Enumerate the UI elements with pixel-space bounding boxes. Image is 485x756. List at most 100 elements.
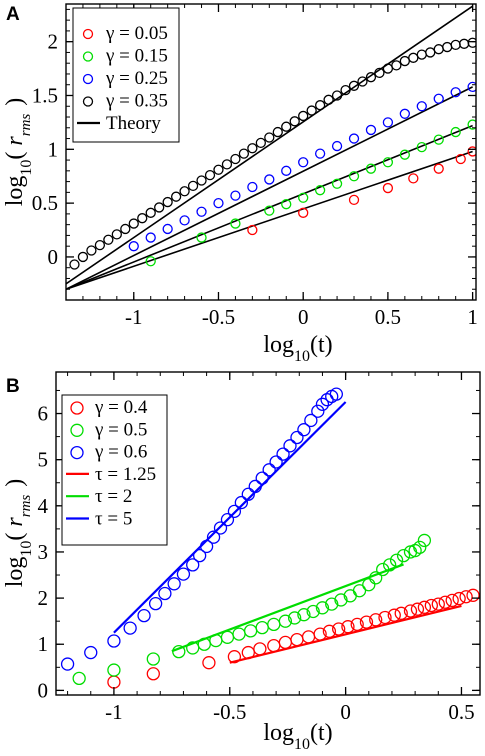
data-point [162,196,173,208]
data-point [227,504,242,519]
data-point [399,108,410,119]
data-point [103,234,114,245]
data-point [128,241,139,252]
data-point [362,578,376,592]
panel-letter: B [6,376,20,397]
data-point [382,157,394,168]
data-point [264,174,275,185]
data-point [243,624,258,638]
data-point [278,635,293,650]
data-point [84,645,98,660]
series-0-25 [128,81,476,252]
data-point [374,67,385,79]
legend-entry-5: τ = 5 [66,509,132,530]
data-point [290,430,304,445]
data-point [315,601,330,615]
data-point [350,617,364,632]
data-point [467,146,476,157]
data-point [107,663,121,677]
x-tick-label: 0.5 [448,700,474,724]
data-point [314,100,326,111]
data-point [60,657,75,671]
y-axis-label: log10( rrms ) [2,98,35,207]
data-point [450,126,461,138]
y-axis-label: log10( rrms ) [2,479,35,588]
data-point [334,593,348,607]
data-point [196,232,207,243]
data-point [145,207,156,218]
data-point [410,602,425,616]
data-point [304,413,318,428]
plot-area [66,5,476,290]
data-point [220,513,235,527]
data-point [399,55,410,67]
data-point [315,397,330,411]
data-point [253,642,267,656]
data-point [466,588,480,602]
data-point [148,596,163,611]
data-point [204,169,216,181]
y-tick-label: 3 [38,540,49,564]
legend-label: γ = 0.5 [94,419,147,440]
data-point [417,600,432,614]
data-point [206,530,221,544]
legend-label: γ = 0.35 [105,91,168,112]
y-tick-label: 0 [48,245,59,269]
data-point [264,132,275,143]
series-0-4 [107,588,480,689]
data-point [329,387,344,401]
y-tick-label: 6 [38,402,49,426]
data-point [331,178,343,189]
data-point [331,90,343,101]
data-point [267,617,281,632]
data-point [146,652,160,666]
data-point [352,584,367,598]
data-point [438,595,452,609]
data-point [450,87,461,98]
data-point [220,630,235,644]
data-point [196,175,207,186]
line-1-25 [229,604,462,664]
series-0-35 [69,37,476,270]
data-point [278,614,293,628]
legend-marker [70,445,84,460]
data-point [269,455,283,469]
data-point [186,641,200,655]
legend-entry-0-25: γ = 0.25 [82,68,168,89]
data-point [382,558,397,572]
data-point [77,251,89,263]
data-point [408,173,419,184]
y-tick-label: 2 [48,30,59,54]
data-point [348,80,360,91]
y-tick-label: 5 [38,448,49,472]
data-point [145,256,156,267]
plot-area [60,387,480,689]
data-point [111,229,122,240]
legend-marker [82,73,94,85]
legend-entry-0-5: γ = 0.5 [70,419,147,440]
data-point [69,259,80,270]
data-point [213,164,224,175]
data-point [301,630,316,644]
legend-entry-0-05: γ = 0.05 [82,23,168,44]
data-point [120,223,131,235]
data-point [281,165,292,176]
data-point [281,121,292,132]
data-point [369,613,383,627]
data-point [107,675,121,689]
data-point [86,245,97,256]
data-point [232,627,246,641]
legend-label: γ = 0.6 [94,442,147,463]
data-point [238,148,250,159]
data-point [433,163,444,174]
data-point [128,218,139,229]
data-point [416,142,427,153]
data-point [247,143,258,154]
data-point [408,52,419,63]
legend-label: τ = 5 [95,509,132,530]
data-point [123,621,137,635]
data-point [272,126,283,138]
data-point [340,84,351,96]
x-tick-label: -1 [105,700,123,724]
data-point [213,521,228,535]
